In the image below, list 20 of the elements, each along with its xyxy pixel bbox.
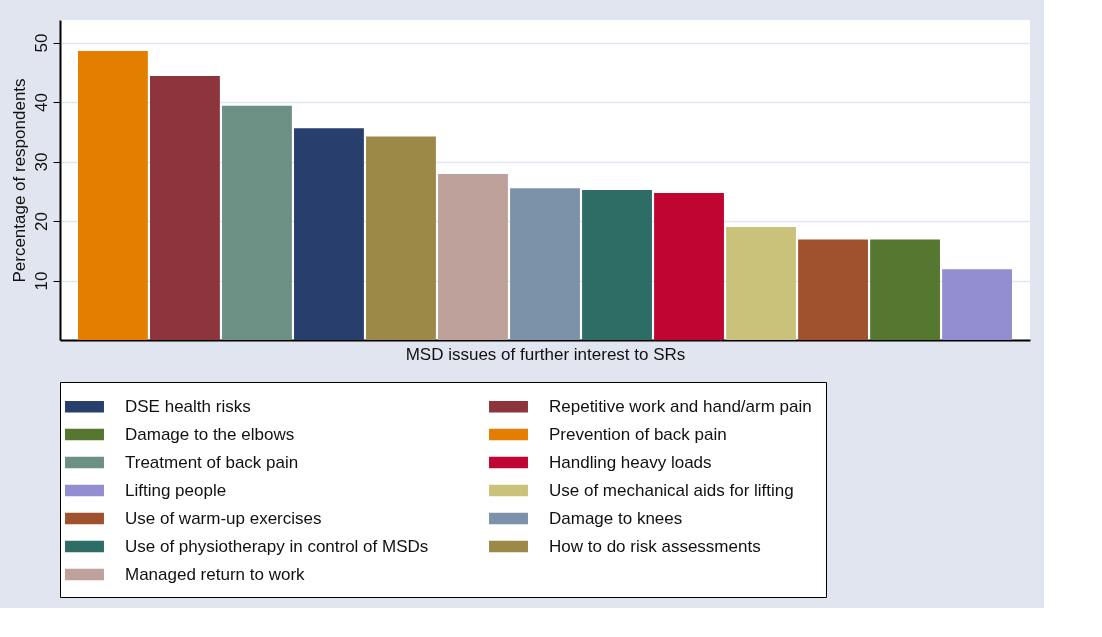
legend-label: Repetitive work and hand/arm pain — [549, 396, 812, 416]
x-axis-title: MSD issues of further interest to SRs — [405, 344, 686, 364]
y-tick-label: 30 — [31, 152, 51, 172]
legend-label: Use of physiotherapy in control of MSDs — [125, 536, 429, 556]
legend-label: Use of warm-up exercises — [125, 508, 322, 528]
legend-label: How to do risk assessments — [549, 536, 761, 556]
legend-label: Use of mechanical aids for lifting — [549, 480, 794, 500]
y-tick-label: 40 — [31, 93, 51, 113]
y-tick-label: 10 — [31, 271, 51, 291]
y-tick-label: 50 — [31, 33, 51, 53]
legend-label: Managed return to work — [125, 564, 306, 584]
y-axis-title: Percentage of respondents — [9, 78, 29, 283]
legend-label: Prevention of back pain — [549, 424, 727, 444]
legend-label: Damage to knees — [549, 508, 683, 528]
legend-label: Handling heavy loads — [549, 452, 712, 472]
legend-label: Lifting people — [125, 480, 227, 500]
y-tick-label: 20 — [31, 212, 51, 231]
legend-label: Damage to the elbows — [125, 424, 295, 444]
legend-label: Treatment of back pain — [125, 452, 299, 472]
legend-label: DSE health risks — [125, 396, 251, 416]
